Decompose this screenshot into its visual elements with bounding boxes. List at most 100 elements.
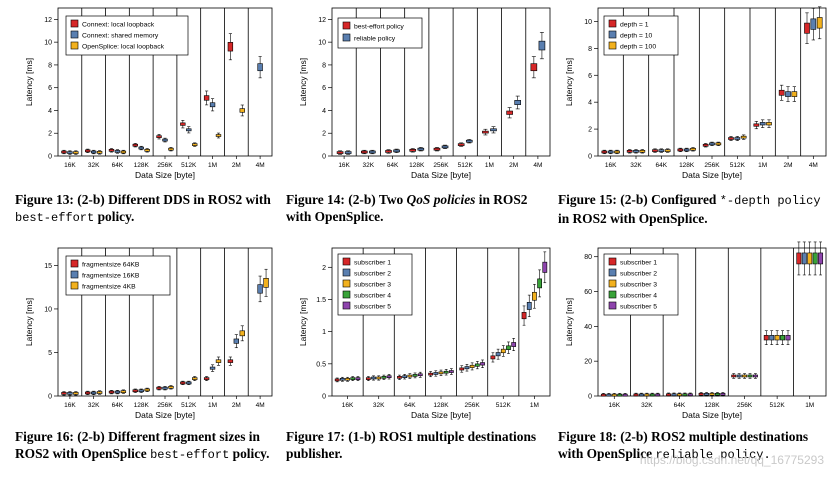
box	[639, 149, 646, 153]
box	[601, 150, 608, 154]
box-marker	[186, 380, 192, 386]
box	[114, 150, 121, 153]
box	[417, 373, 423, 377]
box-marker	[203, 90, 210, 106]
box	[791, 91, 798, 97]
caption-code: best-effort	[15, 211, 95, 225]
box	[114, 390, 121, 394]
x-tick-label: 32K	[88, 162, 100, 169]
legend-swatch	[608, 301, 617, 310]
y-tick-label: 4	[322, 108, 326, 115]
box	[227, 42, 234, 52]
caption-label: Figure 17:	[286, 429, 345, 444]
box	[709, 142, 715, 146]
caption-text: (2-b) Two	[348, 192, 404, 207]
box-marker	[61, 391, 67, 396]
box	[704, 392, 710, 396]
box-marker	[506, 341, 511, 354]
box	[138, 146, 144, 150]
legend-label: subscriber 5	[354, 304, 391, 311]
box-marker	[215, 132, 222, 139]
y-axis-label: Latency [ms]	[24, 298, 34, 346]
legend-swatch	[70, 259, 79, 268]
box	[810, 18, 817, 30]
x-axis-label: Data Size [byte]	[411, 410, 471, 420]
box	[715, 142, 722, 146]
box	[365, 377, 371, 380]
y-tick-label: 0	[322, 154, 326, 161]
box-marker	[506, 107, 513, 119]
box-marker	[677, 147, 684, 153]
box	[257, 284, 263, 294]
box-marker	[600, 393, 606, 397]
x-tick-label: 4M	[256, 162, 265, 169]
box-marker	[393, 148, 400, 153]
box	[816, 17, 823, 29]
box-marker	[449, 368, 454, 375]
box	[617, 393, 623, 397]
box-marker	[791, 86, 798, 102]
box-marker	[736, 373, 742, 379]
x-tick-label: 512K	[181, 162, 197, 169]
box-marker	[438, 369, 444, 376]
figure-14-caption: Figure 14: (2-b) Two QoS policies in ROS…	[286, 191, 550, 225]
x-tick-label: 64K	[404, 402, 416, 409]
legend-swatch	[342, 279, 351, 288]
box	[778, 89, 785, 96]
box-marker	[774, 330, 780, 345]
y-axis-label: Latency [ms]	[24, 58, 34, 106]
box	[457, 143, 465, 146]
box-marker	[709, 392, 715, 397]
box-marker	[168, 147, 174, 152]
box-marker	[537, 269, 542, 298]
box	[474, 363, 480, 367]
box	[239, 108, 245, 113]
box-marker	[144, 148, 150, 153]
y-tick-label: 6	[588, 73, 592, 80]
box	[428, 372, 433, 376]
box-marker	[464, 363, 470, 372]
box	[633, 393, 639, 397]
y-tick-label: 60	[584, 289, 592, 296]
box-marker	[215, 356, 222, 366]
box-marker	[371, 375, 376, 381]
box	[459, 367, 465, 371]
box-marker	[156, 386, 162, 391]
box-marker	[180, 380, 186, 386]
legend-label: subscriber 1	[620, 260, 657, 267]
legend-label: subscriber 4	[354, 293, 391, 300]
box	[156, 386, 162, 390]
box	[480, 362, 485, 366]
x-tick-label: 1M	[485, 162, 494, 169]
box-marker	[676, 392, 682, 397]
figure-14-chart: 0 2 4 6 8 10 12 16K 32K 64K 128K 256K 512K 1M 2M 4M Data…	[282, 0, 558, 186]
box	[168, 385, 174, 389]
y-tick-label: 0.5	[316, 361, 326, 368]
box-marker	[108, 390, 115, 395]
box-marker	[490, 126, 497, 134]
y-tick-label: 1.5	[316, 297, 326, 304]
y-tick-label: 4	[588, 100, 592, 107]
box-marker	[144, 387, 150, 392]
y-tick-label: 2	[588, 127, 592, 134]
x-tick-label: 64K	[112, 402, 124, 409]
box-marker	[209, 364, 216, 372]
legend-swatch	[70, 281, 79, 290]
box	[464, 366, 470, 370]
box-marker	[239, 104, 245, 117]
box	[785, 335, 791, 341]
x-tick-label: 32K	[363, 162, 375, 169]
figure-16-svg: 0 5 10 15 16K 32K 64K 128K 256K 512K 1M 2M 4M Data Si…	[24, 247, 273, 420]
box-marker	[168, 385, 174, 390]
y-tick-label: 2	[48, 131, 52, 138]
box	[731, 374, 737, 378]
box-marker	[355, 376, 361, 382]
box	[537, 278, 542, 289]
y-tick-label: 6	[48, 85, 52, 92]
caption-text: (2-b) Different DDS in ROS2 with	[77, 192, 271, 207]
box	[728, 137, 734, 140]
box	[162, 386, 168, 390]
box-marker	[728, 136, 734, 141]
x-tick-label: 1M	[805, 402, 814, 409]
box	[73, 392, 79, 395]
